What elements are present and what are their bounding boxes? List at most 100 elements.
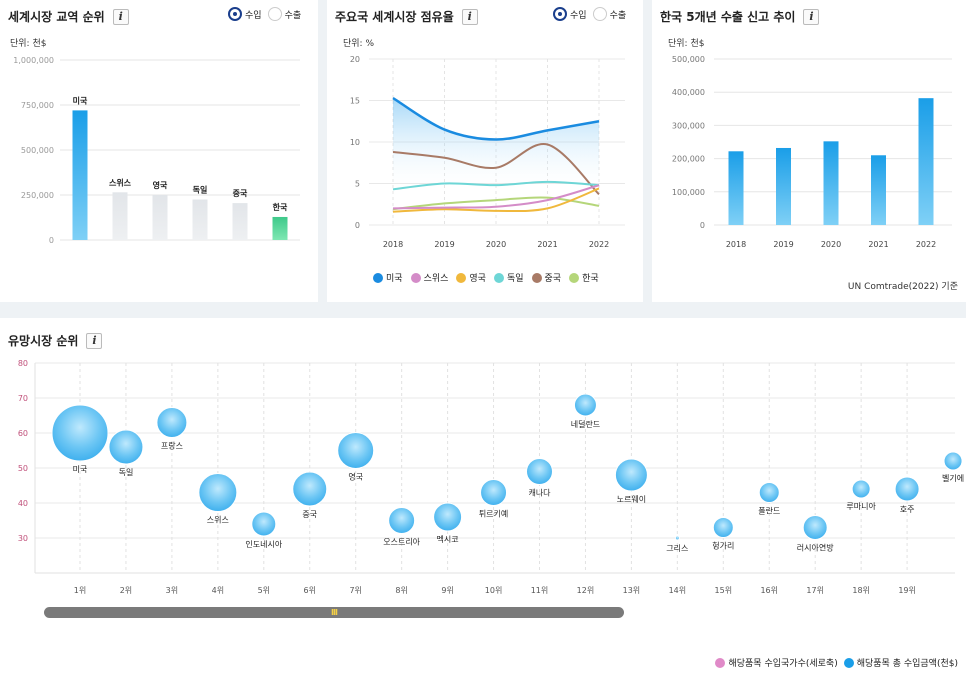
x-tick-label: 7위 xyxy=(349,586,361,595)
legend-dot-icon xyxy=(531,272,542,283)
x-tick-label: 9위 xyxy=(441,586,453,595)
korea-export-title: 한국 5개년 수출 신고 추이 i xyxy=(660,8,820,25)
bar xyxy=(272,216,288,240)
x-tick-label: 2021 xyxy=(868,240,888,249)
legend-item[interactable]: 스위스 xyxy=(410,271,449,284)
bubble-label: 오스트리아 xyxy=(383,537,420,547)
bar xyxy=(232,203,248,240)
radio-unchecked-icon xyxy=(592,7,607,21)
bubble-label: 스위스 xyxy=(207,516,229,525)
panel-title: 한국 5개년 수출 신고 추이 xyxy=(660,10,796,24)
bar xyxy=(728,151,744,225)
scrollbar-grip-icon[interactable]: III xyxy=(331,608,338,617)
radio-import[interactable]: 수입 xyxy=(228,7,262,21)
bubble xyxy=(198,473,238,512)
info-icon[interactable]: i xyxy=(112,8,129,25)
legend-label: 영국 xyxy=(469,274,486,284)
legend-count-label: 해당품목 수입국가수(세로축) xyxy=(728,659,838,669)
promising-market-panel: 유망시장 순위 i 30 40 50 60 70 80 1위 2위 3위 4위 5위 6위 7위 8위 9위… xyxy=(0,318,966,677)
radio-export[interactable]: 수출 xyxy=(592,7,627,21)
legend-label: 독일 xyxy=(506,274,524,284)
x-tick-label: 12위 xyxy=(577,586,595,595)
bar xyxy=(918,98,934,225)
bubble-label: 루마니아 xyxy=(846,501,876,511)
x-tick-label: 2위 xyxy=(120,586,132,595)
bubble-label: 중국 xyxy=(302,510,317,519)
legend-dot-icon xyxy=(569,272,580,283)
legend-count-dot xyxy=(715,657,726,668)
y-tick-label: 60 xyxy=(18,429,28,438)
legend-dot-icon xyxy=(493,272,504,283)
legend-item[interactable]: 영국 xyxy=(456,271,486,284)
x-tick-label: 2022 xyxy=(916,240,936,249)
bar-label: 영국 xyxy=(153,180,168,190)
y-tick-label: 40 xyxy=(18,499,28,508)
x-tick-label: 11위 xyxy=(531,586,549,595)
info-icon[interactable]: i xyxy=(461,8,478,25)
legend-label: 스위스 xyxy=(423,274,449,284)
y-tick-label: 100,000 xyxy=(672,188,705,197)
info-icon[interactable]: i xyxy=(803,8,820,25)
y-tick-label: 20 xyxy=(350,55,360,64)
x-tick-label: 2021 xyxy=(537,240,557,249)
bubble xyxy=(526,458,553,485)
bar-label: 미국 xyxy=(73,95,88,105)
y-tick-label: 200,000 xyxy=(672,155,705,164)
bubble xyxy=(758,482,780,503)
series-line xyxy=(392,180,600,191)
radio-export-label: 수출 xyxy=(284,10,302,21)
legend-item[interactable]: 한국 xyxy=(569,271,599,284)
legend-item[interactable]: 미국 xyxy=(373,271,403,284)
info-icon[interactable]: i xyxy=(86,332,103,349)
import-export-toggle: 수입 수출 xyxy=(228,7,301,21)
y-tick-label: 80 xyxy=(18,359,28,368)
unit-label: 단위: % xyxy=(343,39,375,49)
legend-label: 중국 xyxy=(544,274,562,284)
y-tick-label: 50 xyxy=(18,464,28,473)
legend-item[interactable]: 독일 xyxy=(493,271,524,284)
bar xyxy=(871,155,886,225)
legend-item[interactable]: 중국 xyxy=(531,271,562,284)
bubble-label: 호주 xyxy=(900,505,915,514)
source-note: UN Comtrade(2022) 기준 xyxy=(847,282,958,292)
bubble-label: 인도네시아 xyxy=(245,539,282,549)
radio-export[interactable]: 수출 xyxy=(267,7,302,21)
bubble xyxy=(712,517,734,538)
legend-dot-icon xyxy=(456,272,467,283)
y-tick-label: 15 xyxy=(350,97,360,106)
bubble-label: 네덜란드 xyxy=(571,419,600,429)
legend-amount-label: 해당품목 총 수입금액(천$) xyxy=(856,659,958,669)
series-line xyxy=(392,187,600,213)
y-tick-label: 0 xyxy=(700,221,705,230)
bubble-label: 러시아연방 xyxy=(797,543,834,553)
series-line xyxy=(392,196,600,211)
promising-market-title: 유망시장 순위 i xyxy=(8,332,103,349)
chart-scrollbar[interactable]: III xyxy=(44,607,624,618)
unit-label: 단위: 천$ xyxy=(10,39,47,49)
bubble-legend: 해당품목 수입국가수(세로축) 해당품목 총 수입금액(천$) xyxy=(715,656,958,669)
bubble xyxy=(573,393,597,417)
bubble-label: 노르웨이 xyxy=(617,494,646,504)
bubble xyxy=(802,515,828,540)
market-share-legend: 미국 스위스 영국 독일 중국 한국 xyxy=(373,271,599,284)
x-tick-label: 17위 xyxy=(806,586,824,595)
radio-import[interactable]: 수입 xyxy=(553,7,587,21)
bubble xyxy=(894,476,920,502)
bubble xyxy=(51,404,109,462)
bar xyxy=(192,199,208,240)
series-area xyxy=(393,98,599,190)
world-trade-rank-panel: 세계시장 교역 순위 i 수입 수출 단위: 천$ 0 250,000 500,00… xyxy=(0,0,318,302)
bar xyxy=(112,192,128,240)
legend-label: 한국 xyxy=(582,274,599,284)
x-tick-label: 2018 xyxy=(726,240,746,249)
import-export-toggle: 수입 수출 xyxy=(553,7,626,21)
series-line xyxy=(392,143,600,196)
bubble-label: 헝가리 xyxy=(712,542,734,551)
y-tick-label: 1,000,000 xyxy=(13,56,54,65)
radio-export-label: 수출 xyxy=(609,10,627,21)
x-tick-label: 1위 xyxy=(74,586,86,595)
x-tick-label: 8위 xyxy=(395,586,407,595)
market-share-panel: 주요국 세계시장 점유율 i 수입 수출 단위: % 0 5 10 15 20 2018 2… xyxy=(327,0,643,302)
bubble xyxy=(480,479,508,506)
